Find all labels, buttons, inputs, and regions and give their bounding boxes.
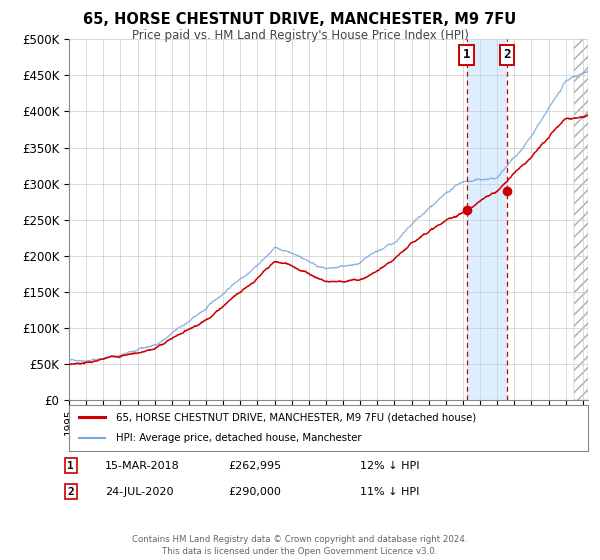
Text: £290,000: £290,000 (228, 487, 281, 497)
Text: 12% ↓ HPI: 12% ↓ HPI (360, 461, 419, 471)
Text: HPI: Average price, detached house, Manchester: HPI: Average price, detached house, Manc… (116, 433, 361, 444)
Text: 11% ↓ HPI: 11% ↓ HPI (360, 487, 419, 497)
Text: 15-MAR-2018: 15-MAR-2018 (105, 461, 180, 471)
Text: 65, HORSE CHESTNUT DRIVE, MANCHESTER, M9 7FU: 65, HORSE CHESTNUT DRIVE, MANCHESTER, M9… (83, 12, 517, 27)
Text: Contains HM Land Registry data © Crown copyright and database right 2024.
This d: Contains HM Land Registry data © Crown c… (132, 535, 468, 556)
Text: 2: 2 (503, 48, 511, 61)
Text: 1: 1 (463, 48, 470, 61)
Text: 24-JUL-2020: 24-JUL-2020 (105, 487, 173, 497)
Bar (574, 39, 588, 400)
Text: 1: 1 (67, 461, 74, 471)
Text: 2: 2 (67, 487, 74, 497)
Text: £262,995: £262,995 (228, 461, 281, 471)
Text: Price paid vs. HM Land Registry's House Price Index (HPI): Price paid vs. HM Land Registry's House … (131, 29, 469, 42)
Text: 65, HORSE CHESTNUT DRIVE, MANCHESTER, M9 7FU (detached house): 65, HORSE CHESTNUT DRIVE, MANCHESTER, M9… (116, 412, 476, 422)
Bar (467, 39, 507, 400)
